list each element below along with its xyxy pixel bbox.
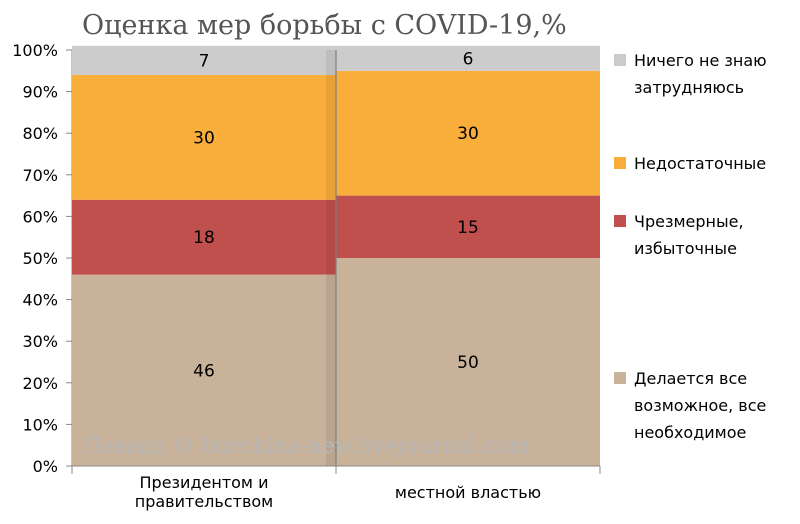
watermark: Левада © burckina-new.livejournal.com	[82, 434, 530, 459]
y-tick-label: 60%	[22, 207, 58, 226]
legend-swatch	[614, 215, 626, 227]
y-tick-label: 10%	[22, 415, 58, 434]
x-category-label: местной властью	[395, 483, 541, 502]
data-label: 6	[463, 49, 474, 69]
y-tick-label: 70%	[22, 166, 58, 185]
data-label: 50	[457, 353, 479, 373]
bar-shadow	[326, 50, 336, 466]
y-tick-label: 40%	[22, 291, 58, 310]
bar-segment	[336, 70, 600, 196]
legend-swatch	[614, 157, 626, 169]
legend-swatch	[614, 372, 626, 384]
y-axis: 0% 10% 20% 30% 40% 50% 60% 70% 80% 90% 100%	[12, 41, 73, 476]
legend-label: затрудняюсь	[634, 78, 744, 97]
bar-segment	[72, 274, 336, 466]
y-tick-label: 0%	[33, 457, 58, 476]
legend-label: Делается все	[634, 369, 747, 388]
bar-segment	[336, 45, 600, 71]
data-label: 7	[199, 51, 210, 71]
bar-segment	[72, 45, 336, 75]
x-category-label: правительством	[135, 492, 273, 511]
legend-label: возможное, все	[634, 396, 766, 415]
x-category-label: Президентом и	[140, 473, 269, 492]
bar-segment	[72, 74, 336, 200]
legend-swatch	[614, 54, 626, 66]
legend: Ничего не знаю затрудняюсь Недостаточные Чр…	[614, 51, 767, 442]
chart-title: Оценка мер борьбы с COVID-19,%	[82, 10, 567, 41]
data-label: 30	[457, 124, 479, 144]
legend-label: избыточные	[634, 239, 737, 258]
legend-label: Ничего не знаю	[634, 51, 767, 70]
y-tick-label: 50%	[22, 249, 58, 268]
y-tick-label: 80%	[22, 124, 58, 143]
bar-segment	[336, 195, 600, 258]
bars: 46 18 30 7 50 15 30 6	[72, 45, 600, 466]
legend-label: необходимое	[634, 423, 746, 442]
y-tick-label: 30%	[22, 332, 58, 351]
data-label: 15	[457, 218, 479, 238]
bar-segment	[336, 258, 600, 466]
legend-label: Чрезмерные,	[634, 212, 744, 231]
data-label: 30	[193, 128, 215, 148]
y-tick-label: 90%	[22, 83, 58, 102]
y-tick-label: 20%	[22, 374, 58, 393]
bar-segment	[72, 199, 336, 275]
data-label: 46	[193, 361, 215, 381]
y-tick-label: 100%	[12, 41, 58, 60]
data-label: 18	[193, 228, 215, 248]
legend-label: Недостаточные	[634, 154, 766, 173]
